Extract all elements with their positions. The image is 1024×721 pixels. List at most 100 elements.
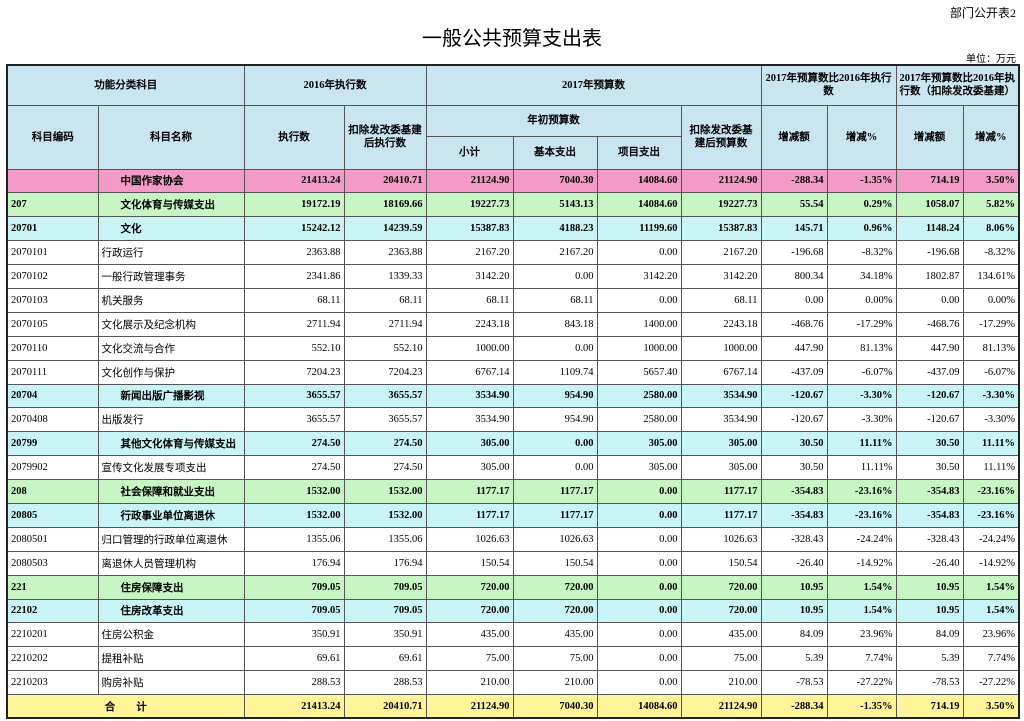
value-cell: -437.09 [895, 359, 964, 385]
value-cell: 19172.19 [243, 192, 345, 218]
value-cell: -354.83 [760, 502, 828, 528]
value-cell: 11.11% [962, 455, 1020, 481]
code-cell: 20805 [6, 502, 99, 528]
value-cell: 14084.60 [596, 694, 682, 719]
value-cell: 75.00 [680, 646, 762, 672]
name-cell: 行政运行 [97, 240, 245, 266]
value-cell: 709.05 [243, 598, 345, 624]
value-cell: 3534.90 [425, 407, 514, 433]
value-cell: 720.00 [512, 598, 598, 624]
value-cell: 1177.17 [512, 479, 598, 504]
value-cell: -17.29% [962, 311, 1020, 337]
total-label: 合 计 [6, 694, 245, 719]
value-cell: -26.40 [760, 550, 828, 576]
header-cell: 增减% [826, 104, 897, 170]
value-cell: -288.34 [760, 168, 828, 194]
table-row: 2079902 宣传文化发展专项支出 274.50 274.50 305.00 0.00 3… [6, 455, 1020, 481]
value-cell: 3.50% [962, 168, 1020, 194]
value-cell: 14084.60 [596, 168, 682, 194]
value-cell: 1355.06 [243, 526, 345, 552]
value-cell: -3.30% [826, 383, 897, 409]
value-cell: 75.00 [512, 646, 598, 672]
value-cell: 800.34 [760, 264, 828, 289]
value-cell: 0.00 [596, 598, 682, 624]
code-cell: 2210201 [6, 622, 99, 648]
value-cell: -24.24% [962, 526, 1020, 552]
value-cell: 1802.87 [895, 264, 964, 289]
value-cell: -23.16% [826, 479, 897, 504]
value-cell: 0.96% [826, 216, 897, 242]
table-row: 2070102 一般行政管理事务 2341.86 1339.33 3142.20 0.00… [6, 264, 1020, 289]
value-cell: 68.11 [425, 287, 514, 313]
table-row: 2070103 机关服务 68.11 68.11 68.11 68.11 0.00 68.11… [6, 287, 1020, 313]
value-cell: 3142.20 [596, 264, 682, 289]
header-cell: 增减% [962, 104, 1020, 170]
value-cell: 2711.94 [243, 311, 345, 337]
value-cell: -328.43 [760, 526, 828, 552]
value-cell: 21124.90 [680, 694, 762, 719]
header-cell: 年初预算数 [425, 104, 682, 137]
code-cell: 2070101 [6, 240, 99, 266]
code-cell: 2080501 [6, 526, 99, 552]
value-cell: 714.19 [895, 168, 964, 194]
value-cell: 552.10 [243, 335, 345, 361]
value-cell: 1177.17 [425, 479, 514, 504]
value-cell: 30.50 [895, 455, 964, 481]
value-cell: 714.19 [895, 694, 964, 719]
value-cell: 1177.17 [680, 479, 762, 504]
value-cell: -27.22% [962, 670, 1020, 696]
value-cell: 2363.88 [243, 240, 345, 266]
name-cell: 行政事业单位离退休 [97, 502, 245, 528]
name-cell: 文化创作与保护 [97, 359, 245, 385]
table-row: 中国作家协会 21413.24 20410.71 21124.90 7040.30 140… [6, 168, 1020, 194]
value-cell: 1109.74 [512, 359, 598, 385]
value-cell: 34.18% [826, 264, 897, 289]
value-cell: -8.32% [962, 240, 1020, 266]
value-cell: 3534.90 [425, 383, 514, 409]
value-cell: 0.00 [596, 479, 682, 504]
value-cell: 1532.00 [243, 502, 345, 528]
table-row: 221 住房保障支出 709.05 709.05 720.00 720.00 0.00 720… [6, 574, 1020, 600]
value-cell: 6767.14 [680, 359, 762, 385]
value-cell: -23.16% [962, 502, 1020, 528]
table-row: 2210202 提租补贴 69.61 69.61 75.00 75.00 0.00 75.00… [6, 646, 1020, 672]
value-cell: 0.00 [596, 287, 682, 313]
value-cell: 350.91 [243, 622, 345, 648]
value-cell: -196.68 [760, 240, 828, 266]
header-cell: 2017年预算数比2016年执行数 [760, 64, 897, 106]
value-cell: 11199.60 [596, 216, 682, 242]
table-row: 2070408 出版发行 3655.57 3655.57 3534.90 954.90 25… [6, 407, 1020, 433]
header-cell: 2016年执行数 [243, 64, 427, 106]
value-cell: 1339.33 [343, 264, 427, 289]
name-cell: 提租补贴 [97, 646, 245, 672]
value-cell: 11.11% [826, 455, 897, 481]
value-cell: 274.50 [343, 431, 427, 457]
header-cell: 科目编码 [6, 104, 99, 170]
value-cell: 2167.20 [512, 240, 598, 266]
value-cell: 30.50 [760, 455, 828, 481]
value-cell: -1.35% [826, 694, 897, 719]
value-cell: 720.00 [512, 574, 598, 600]
value-cell: 1532.00 [343, 502, 427, 528]
table-row: 2070105 文化展示及纪念机构 2711.94 2711.94 2243.18 843… [6, 311, 1020, 337]
table-row: 207 文化体育与传媒支出 19172.19 18169.66 19227.73 5143… [6, 192, 1020, 218]
value-cell: -354.83 [895, 502, 964, 528]
value-cell: 305.00 [425, 431, 514, 457]
table-row: 2080501 归口管理的行政单位离退休 1355.06 1355.06 1026.63… [6, 526, 1020, 552]
value-cell: 350.91 [343, 622, 427, 648]
code-cell: 2070103 [6, 287, 99, 313]
value-cell: 21124.90 [425, 168, 514, 194]
value-cell: 145.71 [760, 216, 828, 242]
table-row: 2210201 住房公积金 350.91 350.91 435.00 435.00 0.00… [6, 622, 1020, 648]
value-cell: 23.96% [962, 622, 1020, 648]
value-cell: 0.00 [596, 550, 682, 576]
table-row: 2080503 离退休人员管理机构 176.94 176.94 150.54 150.54… [6, 550, 1020, 576]
header-cell: 项目支出 [596, 135, 682, 170]
value-cell: 14084.60 [596, 192, 682, 218]
table-row: 2070110 文化交流与合作 552.10 552.10 1000.00 0.00 100… [6, 335, 1020, 361]
value-cell: 2167.20 [680, 240, 762, 266]
value-cell: -3.30% [826, 407, 897, 433]
name-cell: 住房改革支出 [97, 598, 245, 624]
value-cell: 720.00 [680, 598, 762, 624]
header-cell: 扣除发改委基建后预算数 [680, 104, 762, 170]
